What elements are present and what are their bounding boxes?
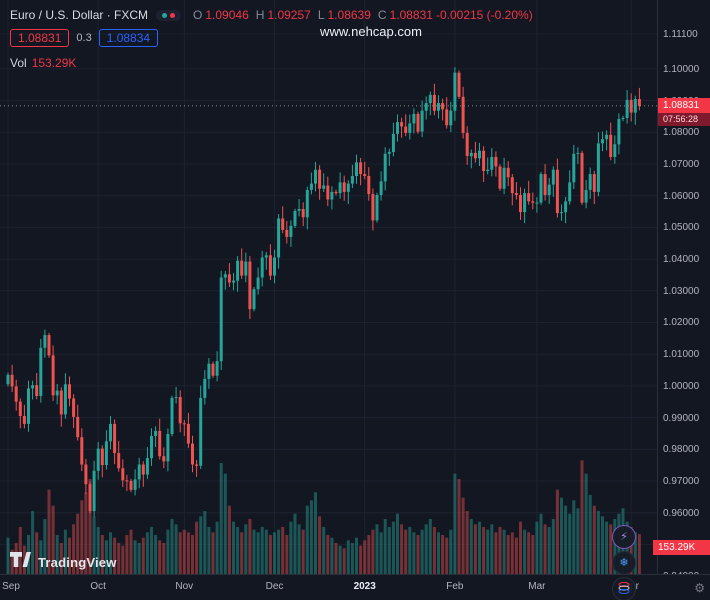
price-tick: 0.99000 xyxy=(663,412,700,424)
time-tick: Nov xyxy=(175,581,194,592)
bid-ask-row: 1.08831 0.3 1.08834 xyxy=(10,29,533,47)
price-tick: 1.11100 xyxy=(663,29,698,40)
price-tick: 1.07000 xyxy=(663,158,700,170)
price-tick: 1.04000 xyxy=(663,254,700,266)
market-status-indicator[interactable] xyxy=(156,9,182,21)
price-tick: 1.06000 xyxy=(663,190,700,202)
current-price-label-stack: 1.08831 07:56:28 xyxy=(658,97,710,126)
stack-button[interactable] xyxy=(612,577,636,600)
time-tick: Sep xyxy=(2,581,20,592)
time-axis[interactable]: SepOctNovDec2023FebMarApr xyxy=(0,574,710,600)
tradingview-logo[interactable]: TradingView xyxy=(10,552,117,572)
coins-icon xyxy=(617,581,631,598)
price-tick: 1.01000 xyxy=(663,349,700,361)
time-tick: 2023 xyxy=(353,581,376,592)
price-axis[interactable]: 1.111001.100001.090001.080001.070001.060… xyxy=(657,0,710,582)
chart-canvas[interactable] xyxy=(0,0,658,575)
spread-value: 0.3 xyxy=(76,32,92,44)
axis-settings-button[interactable]: ⚙ xyxy=(694,581,705,595)
volume-label: Vol xyxy=(10,56,27,70)
symbol-title[interactable]: Euro / U.S. Dollar · FXCM xyxy=(10,8,149,22)
price-tick: 0.97000 xyxy=(663,475,700,487)
high-value: 1.09257 xyxy=(267,8,311,22)
effects-button[interactable]: ❄ xyxy=(612,551,636,575)
close-value: 1.08831 xyxy=(389,8,433,22)
open-label: O xyxy=(193,8,203,22)
chart-overlay-buttons: ⚡ ❄ xyxy=(612,525,636,600)
volume-row: Vol 153.29K xyxy=(10,56,533,70)
time-tick: Mar xyxy=(528,581,546,592)
price-tick: 1.03000 xyxy=(663,285,700,297)
current-price-label: 1.08831 xyxy=(658,97,710,113)
volume-axis-label: 153.29K xyxy=(653,540,710,555)
bar-countdown: 07:56:28 xyxy=(658,112,710,126)
alert-button[interactable]: ⚡ xyxy=(612,525,636,549)
legend-row-main: Euro / U.S. Dollar · FXCM O 1.09046 H 1.… xyxy=(10,8,533,22)
legend: Euro / U.S. Dollar · FXCM O 1.09046 H 1.… xyxy=(10,8,533,70)
alert-dot xyxy=(170,12,176,18)
change-value: -0.00215 (-0.20%) xyxy=(435,8,533,22)
close-label: C xyxy=(377,8,387,22)
price-tick: 1.08000 xyxy=(663,127,700,139)
snowflake-icon: ❄ xyxy=(619,556,629,569)
price-tick: 1.10000 xyxy=(663,63,700,75)
ask-button[interactable]: 1.08834 xyxy=(98,29,159,47)
ohlc-readout: O 1.09046 H 1.09257 L 1.08639 C 1.08831 … xyxy=(189,8,533,22)
tradingview-logo-text: TradingView xyxy=(38,554,117,570)
price-tick: 0.98000 xyxy=(663,444,700,456)
gear-icon: ⚙ xyxy=(694,581,705,595)
price-tick: 1.05000 xyxy=(663,222,700,234)
watermark-url: www.nehcap.com xyxy=(320,24,422,39)
low-value: 1.08639 xyxy=(327,8,371,22)
bid-button[interactable]: 1.08831 xyxy=(10,29,70,47)
time-tick: Dec xyxy=(265,581,284,592)
lightning-icon: ⚡ xyxy=(620,530,628,543)
price-tick: 0.96000 xyxy=(663,507,700,519)
volume-value: 153.29K xyxy=(31,56,77,70)
price-tick: 1.02000 xyxy=(663,317,700,329)
low-label: L xyxy=(317,8,325,22)
time-tick: Feb xyxy=(446,581,464,592)
market-open-dot xyxy=(162,12,168,18)
open-value: 1.09046 xyxy=(205,8,249,22)
time-tick: Oct xyxy=(90,581,106,592)
price-tick: 1.00000 xyxy=(663,380,700,392)
tradingview-logo-icon xyxy=(10,552,31,572)
high-label: H xyxy=(255,8,265,22)
